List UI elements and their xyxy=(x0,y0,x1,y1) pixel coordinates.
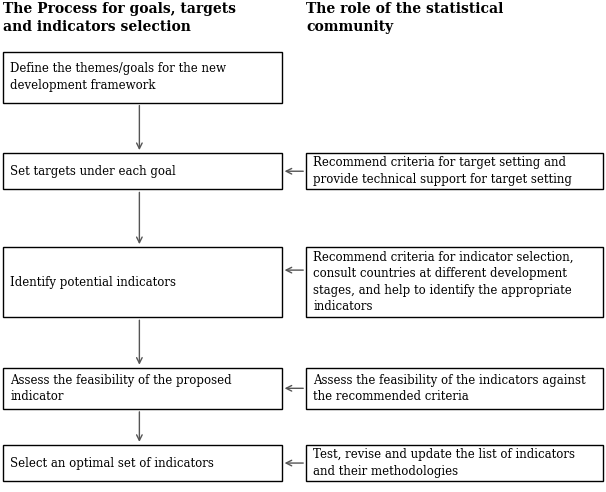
Bar xyxy=(3,52,282,102)
Bar xyxy=(3,445,282,481)
Bar xyxy=(3,153,282,189)
Bar xyxy=(306,247,603,317)
Text: Define the themes/goals for the new
development framework: Define the themes/goals for the new deve… xyxy=(10,62,226,92)
Text: Set targets under each goal: Set targets under each goal xyxy=(10,165,176,178)
Text: Recommend criteria for indicator selection,
consult countries at different devel: Recommend criteria for indicator selecti… xyxy=(313,251,574,313)
Bar xyxy=(3,368,282,409)
Text: The role of the statistical
community: The role of the statistical community xyxy=(306,2,504,34)
Text: Recommend criteria for target setting and
provide technical support for target s: Recommend criteria for target setting an… xyxy=(313,156,572,186)
Bar xyxy=(3,247,282,317)
Bar xyxy=(306,368,603,409)
Text: Test, revise and update the list of indicators
and their methodologies: Test, revise and update the list of indi… xyxy=(313,448,575,478)
Bar xyxy=(306,445,603,481)
Text: Identify potential indicators: Identify potential indicators xyxy=(10,276,176,289)
Text: The Process for goals, targets
and indicators selection: The Process for goals, targets and indic… xyxy=(3,2,236,34)
Text: Select an optimal set of indicators: Select an optimal set of indicators xyxy=(10,457,214,469)
Text: Assess the feasibility of the indicators against
the recommended criteria: Assess the feasibility of the indicators… xyxy=(313,373,586,403)
Bar xyxy=(306,153,603,189)
Text: Assess the feasibility of the proposed
indicator: Assess the feasibility of the proposed i… xyxy=(10,373,232,403)
